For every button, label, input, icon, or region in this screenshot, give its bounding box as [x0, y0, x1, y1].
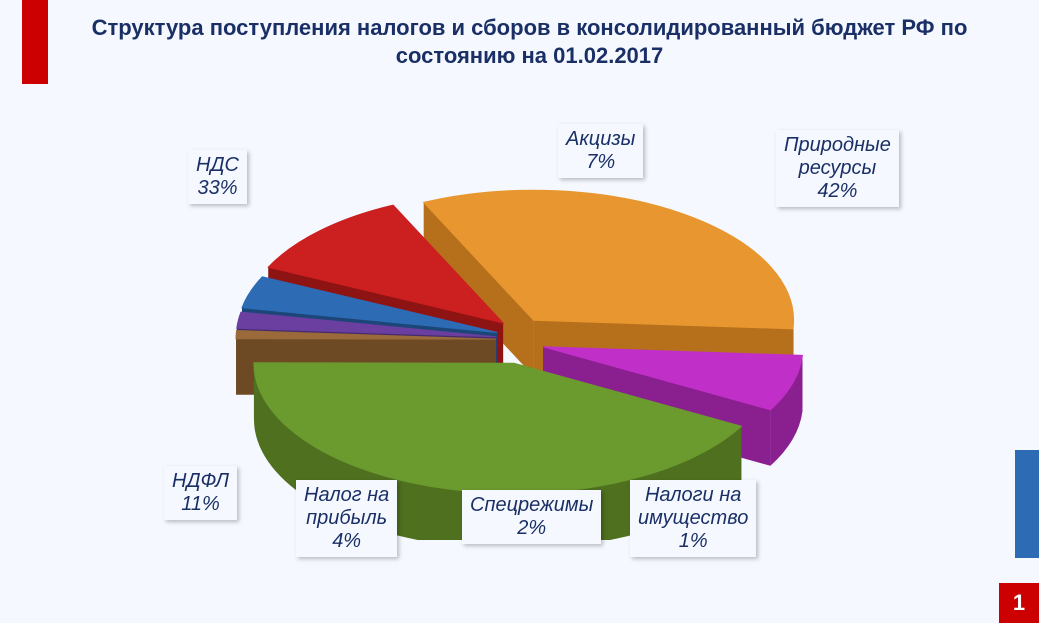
slice-label: НДФЛ 11%	[164, 466, 237, 520]
slice-label: Акцизы 7%	[558, 124, 643, 178]
slice-label: Природные ресурсы 42%	[776, 130, 899, 207]
chart-title: Структура поступления налогов и сборов в…	[60, 14, 999, 69]
slice-label: Налог на прибыль 4%	[296, 480, 397, 557]
slice-label: НДС 33%	[188, 150, 247, 204]
pie-chart: НДС 33%Акцизы 7%Природные ресурсы 42%Нал…	[120, 120, 900, 540]
decor-left-bar	[22, 0, 48, 84]
page-number: 1	[999, 583, 1039, 623]
slice-label: Налоги на имущество 1%	[630, 480, 756, 557]
decor-right-bar	[1015, 450, 1039, 558]
slice-label: Спецрежимы 2%	[462, 490, 601, 544]
